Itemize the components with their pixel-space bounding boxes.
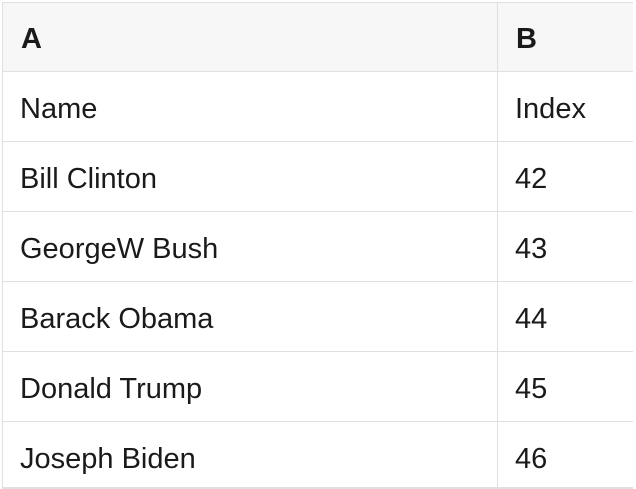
cell-index[interactable]: Index <box>497 72 633 141</box>
cell-index[interactable]: 42 <box>497 142 633 211</box>
table-row: Joseph Biden 46 <box>3 422 633 487</box>
cell-index[interactable]: 43 <box>497 212 633 281</box>
table-row: GeorgeW Bush 43 <box>3 212 633 282</box>
cell-name[interactable]: Donald Trump <box>20 372 203 405</box>
table-row: Bill Clinton 42 <box>3 142 633 212</box>
table-row: Name Index <box>3 72 633 142</box>
cell-name[interactable]: Bill Clinton <box>20 162 157 195</box>
cell-name[interactable]: Joseph Biden <box>20 442 196 475</box>
column-header-b[interactable]: B <box>497 3 633 71</box>
cell-index[interactable]: 44 <box>497 282 633 351</box>
table-row: Donald Trump 45 <box>3 352 633 422</box>
cell-name[interactable]: GeorgeW Bush <box>20 232 219 265</box>
table-row: Barack Obama 44 <box>3 282 633 352</box>
column-header-a[interactable]: A <box>21 23 42 55</box>
cell-index[interactable]: 46 <box>497 422 633 487</box>
cell-index[interactable]: 45 <box>497 352 633 421</box>
cell-name[interactable]: Name <box>20 92 98 125</box>
table-body: Name Index Bill Clinton 42 GeorgeW Bush … <box>3 72 633 487</box>
cell-name[interactable]: Barack Obama <box>20 302 214 335</box>
column-header-row: A B <box>3 3 633 72</box>
